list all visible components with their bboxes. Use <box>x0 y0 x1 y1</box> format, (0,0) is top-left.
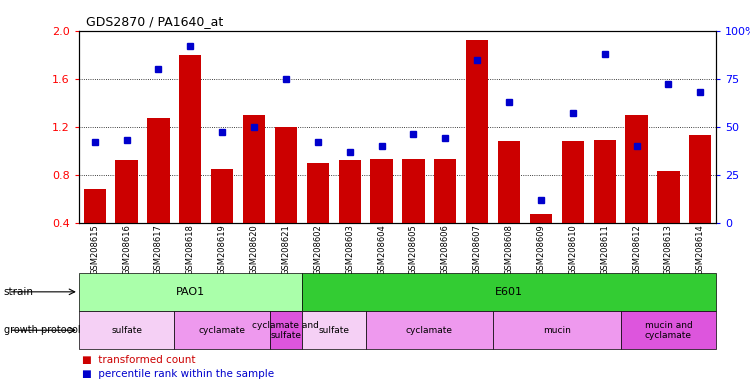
Text: GDS2870 / PA1640_at: GDS2870 / PA1640_at <box>86 15 224 28</box>
Bar <box>302 273 716 311</box>
Bar <box>366 311 494 349</box>
Bar <box>116 161 138 223</box>
Bar <box>530 214 552 223</box>
Bar <box>562 141 584 223</box>
Bar <box>434 159 457 223</box>
Bar <box>79 311 174 349</box>
Bar <box>83 189 106 223</box>
Bar <box>338 161 361 223</box>
Bar <box>147 118 170 223</box>
Bar <box>174 311 270 349</box>
Text: PAO1: PAO1 <box>176 287 205 297</box>
Bar <box>370 159 393 223</box>
Text: mucin and
cyclamate: mucin and cyclamate <box>644 321 692 340</box>
Bar <box>689 135 712 223</box>
Text: ■  transformed count: ■ transformed count <box>82 355 196 365</box>
Text: cyclamate and
sulfate: cyclamate and sulfate <box>253 321 320 340</box>
Text: ■  percentile rank within the sample: ■ percentile rank within the sample <box>82 369 274 379</box>
Bar <box>179 55 202 223</box>
Bar <box>494 311 621 349</box>
Bar <box>302 311 366 349</box>
Text: sulfate: sulfate <box>318 326 350 335</box>
Text: growth protocol: growth protocol <box>4 325 80 335</box>
Text: strain: strain <box>4 287 34 297</box>
Bar <box>402 159 424 223</box>
Bar <box>211 169 233 223</box>
Bar <box>626 115 648 223</box>
Bar <box>79 273 302 311</box>
Bar <box>466 40 488 223</box>
Text: cyclamate: cyclamate <box>199 326 246 335</box>
Bar <box>498 141 520 223</box>
Text: sulfate: sulfate <box>111 326 142 335</box>
Bar <box>593 140 616 223</box>
Bar <box>274 127 297 223</box>
Bar <box>657 171 680 223</box>
Text: mucin: mucin <box>543 326 571 335</box>
Bar <box>307 163 329 223</box>
Bar <box>243 115 266 223</box>
Bar <box>621 311 716 349</box>
Bar <box>270 311 302 349</box>
Text: cyclamate: cyclamate <box>406 326 453 335</box>
Text: E601: E601 <box>495 287 523 297</box>
